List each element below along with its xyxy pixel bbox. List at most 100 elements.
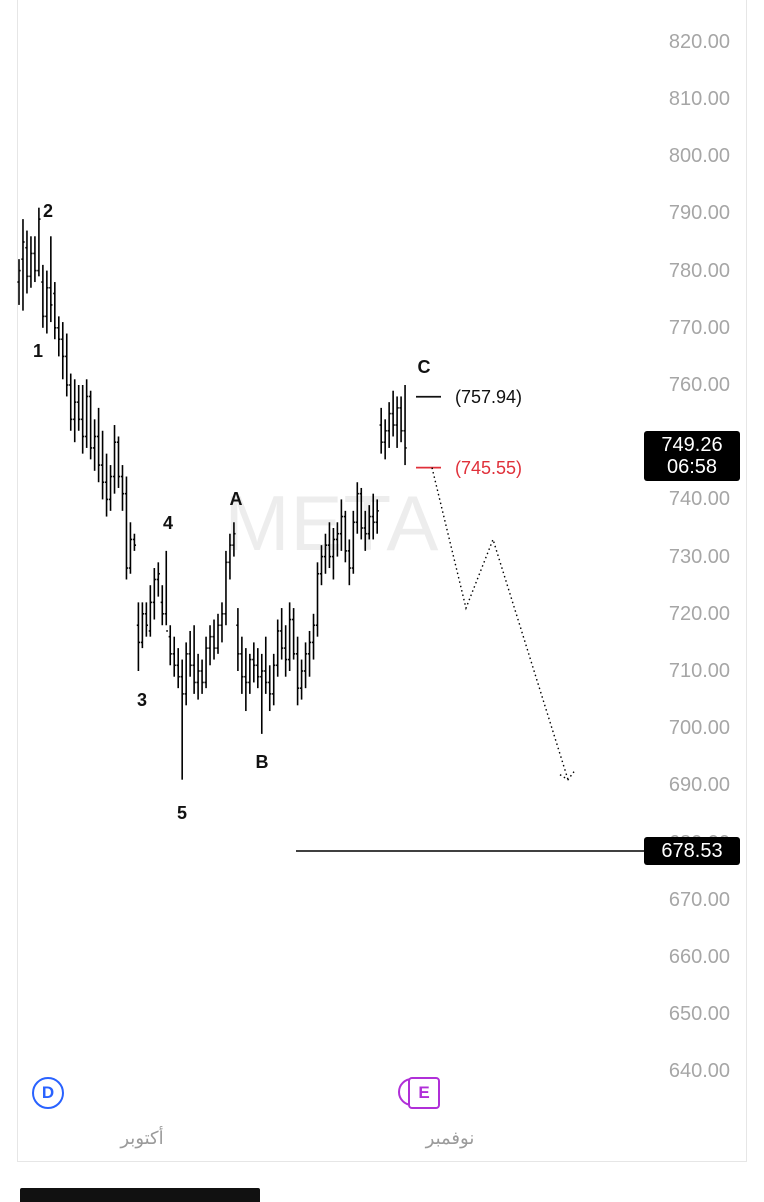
ohlc-bar — [121, 465, 124, 511]
ohlc-bar — [360, 488, 363, 539]
ohlc-bar — [288, 602, 291, 671]
ohlc-bar — [312, 614, 315, 660]
ohlc-bar — [49, 236, 52, 322]
x-axis-month-october: أكتوبر — [120, 1128, 163, 1149]
ohlc-bar — [129, 522, 132, 573]
y-tick-label: 810.00 — [669, 89, 730, 109]
ohlc-bar — [200, 660, 203, 694]
last-price-value: 749.26 — [644, 431, 740, 455]
ohlc-bar — [204, 637, 207, 688]
ohlc-bar — [272, 654, 275, 705]
ohlc-bar — [113, 425, 116, 494]
ohlc-bar — [185, 642, 188, 705]
ohlc-bar — [244, 648, 247, 711]
ohlc-bar — [380, 408, 383, 454]
ohlc-bar — [137, 602, 140, 671]
wave-label-2: 2 — [43, 202, 53, 220]
ohlc-bar — [292, 608, 295, 659]
ohlc-bar — [296, 637, 299, 706]
horizontal-line-price: 678.53 — [644, 837, 740, 861]
dividend-event-icon[interactable]: D — [32, 1077, 64, 1109]
ohlc-bar — [177, 648, 180, 688]
wave-label-b: B — [256, 753, 269, 771]
ohlc-bar — [37, 208, 40, 277]
ohlc-bar — [228, 534, 231, 580]
x-axis-month-november: نوفمبر — [426, 1128, 475, 1149]
bar-countdown: 06:58 — [644, 455, 740, 477]
ohlc-bar — [81, 385, 84, 454]
ohlc-bar — [57, 316, 60, 356]
ohlc-bar — [61, 322, 64, 379]
ohlc-bar — [320, 545, 323, 585]
ohlc-bar — [165, 551, 168, 631]
ohlc-bar — [89, 391, 92, 460]
ohlc-bar — [17, 259, 20, 305]
ohlc-bar — [372, 494, 375, 540]
ohlc-bar — [93, 419, 96, 470]
wave-label-5: 5 — [177, 804, 187, 822]
ohlc-bar — [181, 660, 184, 780]
ohlc-bar — [260, 654, 263, 734]
level-label-high: (757.94) — [455, 388, 522, 406]
ohlc-bar — [117, 436, 120, 487]
y-tick-label: 760.00 — [669, 375, 730, 395]
ohlc-bar — [33, 236, 36, 282]
ohlc-bar — [348, 539, 351, 585]
ohlc-bar — [308, 631, 311, 677]
ohlc-bar — [145, 602, 148, 636]
ohlc-bar — [240, 637, 243, 694]
y-tick-label: 700.00 — [669, 718, 730, 738]
ohlc-bar — [252, 642, 255, 682]
ohlc-bar — [220, 602, 223, 642]
ohlc-bar — [336, 522, 339, 556]
y-tick-label: 800.00 — [669, 146, 730, 166]
y-tick-label: 660.00 — [669, 947, 730, 967]
last-price-badge: 749.26 06:58 — [644, 431, 740, 481]
wave-label-1: 1 — [33, 342, 43, 360]
ohlc-bar — [332, 528, 335, 579]
ohlc-bar — [193, 625, 196, 694]
ohlc-bar — [169, 625, 172, 665]
ohlc-bar — [161, 585, 164, 625]
y-tick-label: 820.00 — [669, 32, 730, 52]
ohlc-bar — [53, 282, 56, 339]
horizontal-line-badge: 678.53 — [644, 837, 740, 865]
ohlc-bar — [396, 396, 399, 447]
ohlc-bar — [173, 637, 176, 677]
ohlc-bar — [364, 511, 367, 551]
earnings-event-icon[interactable]: E — [408, 1077, 440, 1109]
y-tick-label: 790.00 — [669, 203, 730, 223]
ohlc-bar — [77, 385, 80, 431]
ohlc-bar — [248, 654, 251, 694]
ohlc-bar — [280, 608, 283, 659]
ohlc-bar — [149, 585, 152, 636]
ohlc-bar — [141, 602, 144, 648]
y-tick-label: 640.00 — [669, 1061, 730, 1081]
projection-path — [432, 468, 568, 780]
level-label-low: (745.55) — [455, 459, 522, 477]
wave-label-4: 4 — [163, 514, 173, 532]
ohlc-bar — [268, 665, 271, 711]
ohlc-bar — [41, 265, 44, 328]
ohlc-bar — [69, 374, 72, 431]
ohlc-bar — [403, 385, 406, 465]
ohlc-bar — [109, 465, 112, 511]
ohlc-bar — [133, 534, 136, 551]
ohlc-bar — [304, 642, 307, 688]
ohlc-bar — [21, 219, 24, 311]
ohlc-bar — [29, 236, 32, 287]
ohlc-bar — [352, 511, 355, 574]
ohlc-bar — [101, 431, 104, 500]
y-tick-label: 710.00 — [669, 661, 730, 681]
ohlc-bar — [189, 631, 192, 677]
ohlc-bar — [73, 379, 76, 442]
y-tick-label: 650.00 — [669, 1004, 730, 1024]
ohlc-bar — [25, 231, 28, 294]
ohlc-bar — [65, 334, 68, 397]
ohlc-bar — [85, 379, 88, 448]
y-tick-label: 720.00 — [669, 604, 730, 624]
ohlc-bar — [284, 625, 287, 676]
y-tick-label: 730.00 — [669, 547, 730, 567]
ohlc-bar — [216, 614, 219, 654]
